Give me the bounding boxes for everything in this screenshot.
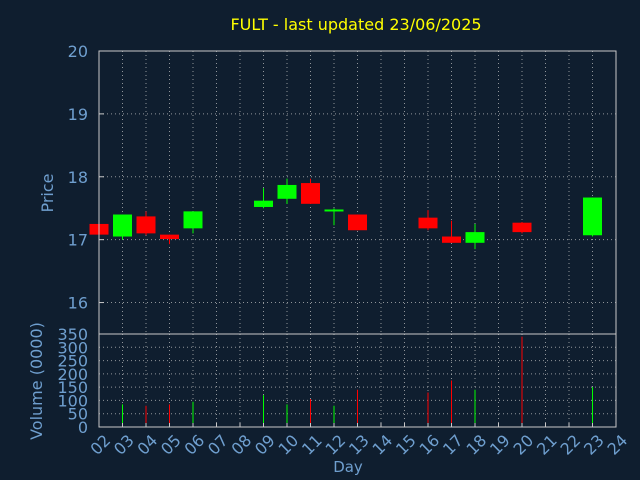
candle-body xyxy=(512,222,532,233)
candle xyxy=(136,211,156,236)
volume-y-tick-label: 100 xyxy=(57,391,88,410)
candle xyxy=(113,214,132,240)
candle xyxy=(254,188,273,209)
candle xyxy=(442,220,461,243)
candle xyxy=(160,234,179,245)
candle-body xyxy=(442,236,461,243)
x-axis-label: Day xyxy=(333,458,363,476)
candle xyxy=(301,178,320,204)
candle-body xyxy=(183,211,203,229)
candle-body xyxy=(301,183,320,204)
candle-body xyxy=(254,200,273,207)
x-tick-labels: 0203040506070809101112131415161718192021… xyxy=(86,423,631,459)
volume-y-tick-label: 350 xyxy=(57,325,88,344)
candle-body xyxy=(465,232,485,243)
price-axis-label: Price xyxy=(38,173,57,212)
volume-y-tick-label: 150 xyxy=(57,378,88,397)
volume-y-tick-label: 300 xyxy=(57,338,88,357)
volume-y-tick-label: 200 xyxy=(57,365,88,384)
candle xyxy=(418,210,438,231)
candle xyxy=(512,222,532,234)
candle xyxy=(465,223,485,250)
candle-body xyxy=(324,209,344,212)
price-grid xyxy=(99,50,616,334)
price-y-tick-label: 20 xyxy=(68,42,88,61)
candle xyxy=(348,214,367,231)
candle-body xyxy=(136,216,156,234)
price-y-tick-label: 18 xyxy=(68,168,88,187)
candle-body xyxy=(113,214,132,237)
volume-axis-label: Volume (0000) xyxy=(27,322,46,440)
price-y-tick-label: 19 xyxy=(68,105,88,124)
candles xyxy=(89,178,602,250)
price-y-tick-label: 17 xyxy=(68,231,88,250)
candle-body xyxy=(348,214,367,231)
candle-body xyxy=(583,197,602,236)
price-y-tick-labels: 16 17 18 19 20 xyxy=(68,42,104,313)
volume-y-tick-label: 0 xyxy=(78,418,88,437)
price-y-tick-label: 16 xyxy=(68,294,88,313)
chart-title: FULT - last updated 23/06/2025 xyxy=(230,15,481,34)
candle xyxy=(183,211,203,234)
candle-body xyxy=(160,234,179,240)
x-tick-label: 24 xyxy=(603,431,631,459)
candle-body xyxy=(418,217,438,229)
candle-body xyxy=(277,184,297,199)
candle xyxy=(277,178,297,204)
volume-y-tick-label: 250 xyxy=(57,352,88,371)
candle xyxy=(583,197,602,237)
volume-y-tick-label: 50 xyxy=(68,405,88,424)
candle xyxy=(324,208,344,226)
